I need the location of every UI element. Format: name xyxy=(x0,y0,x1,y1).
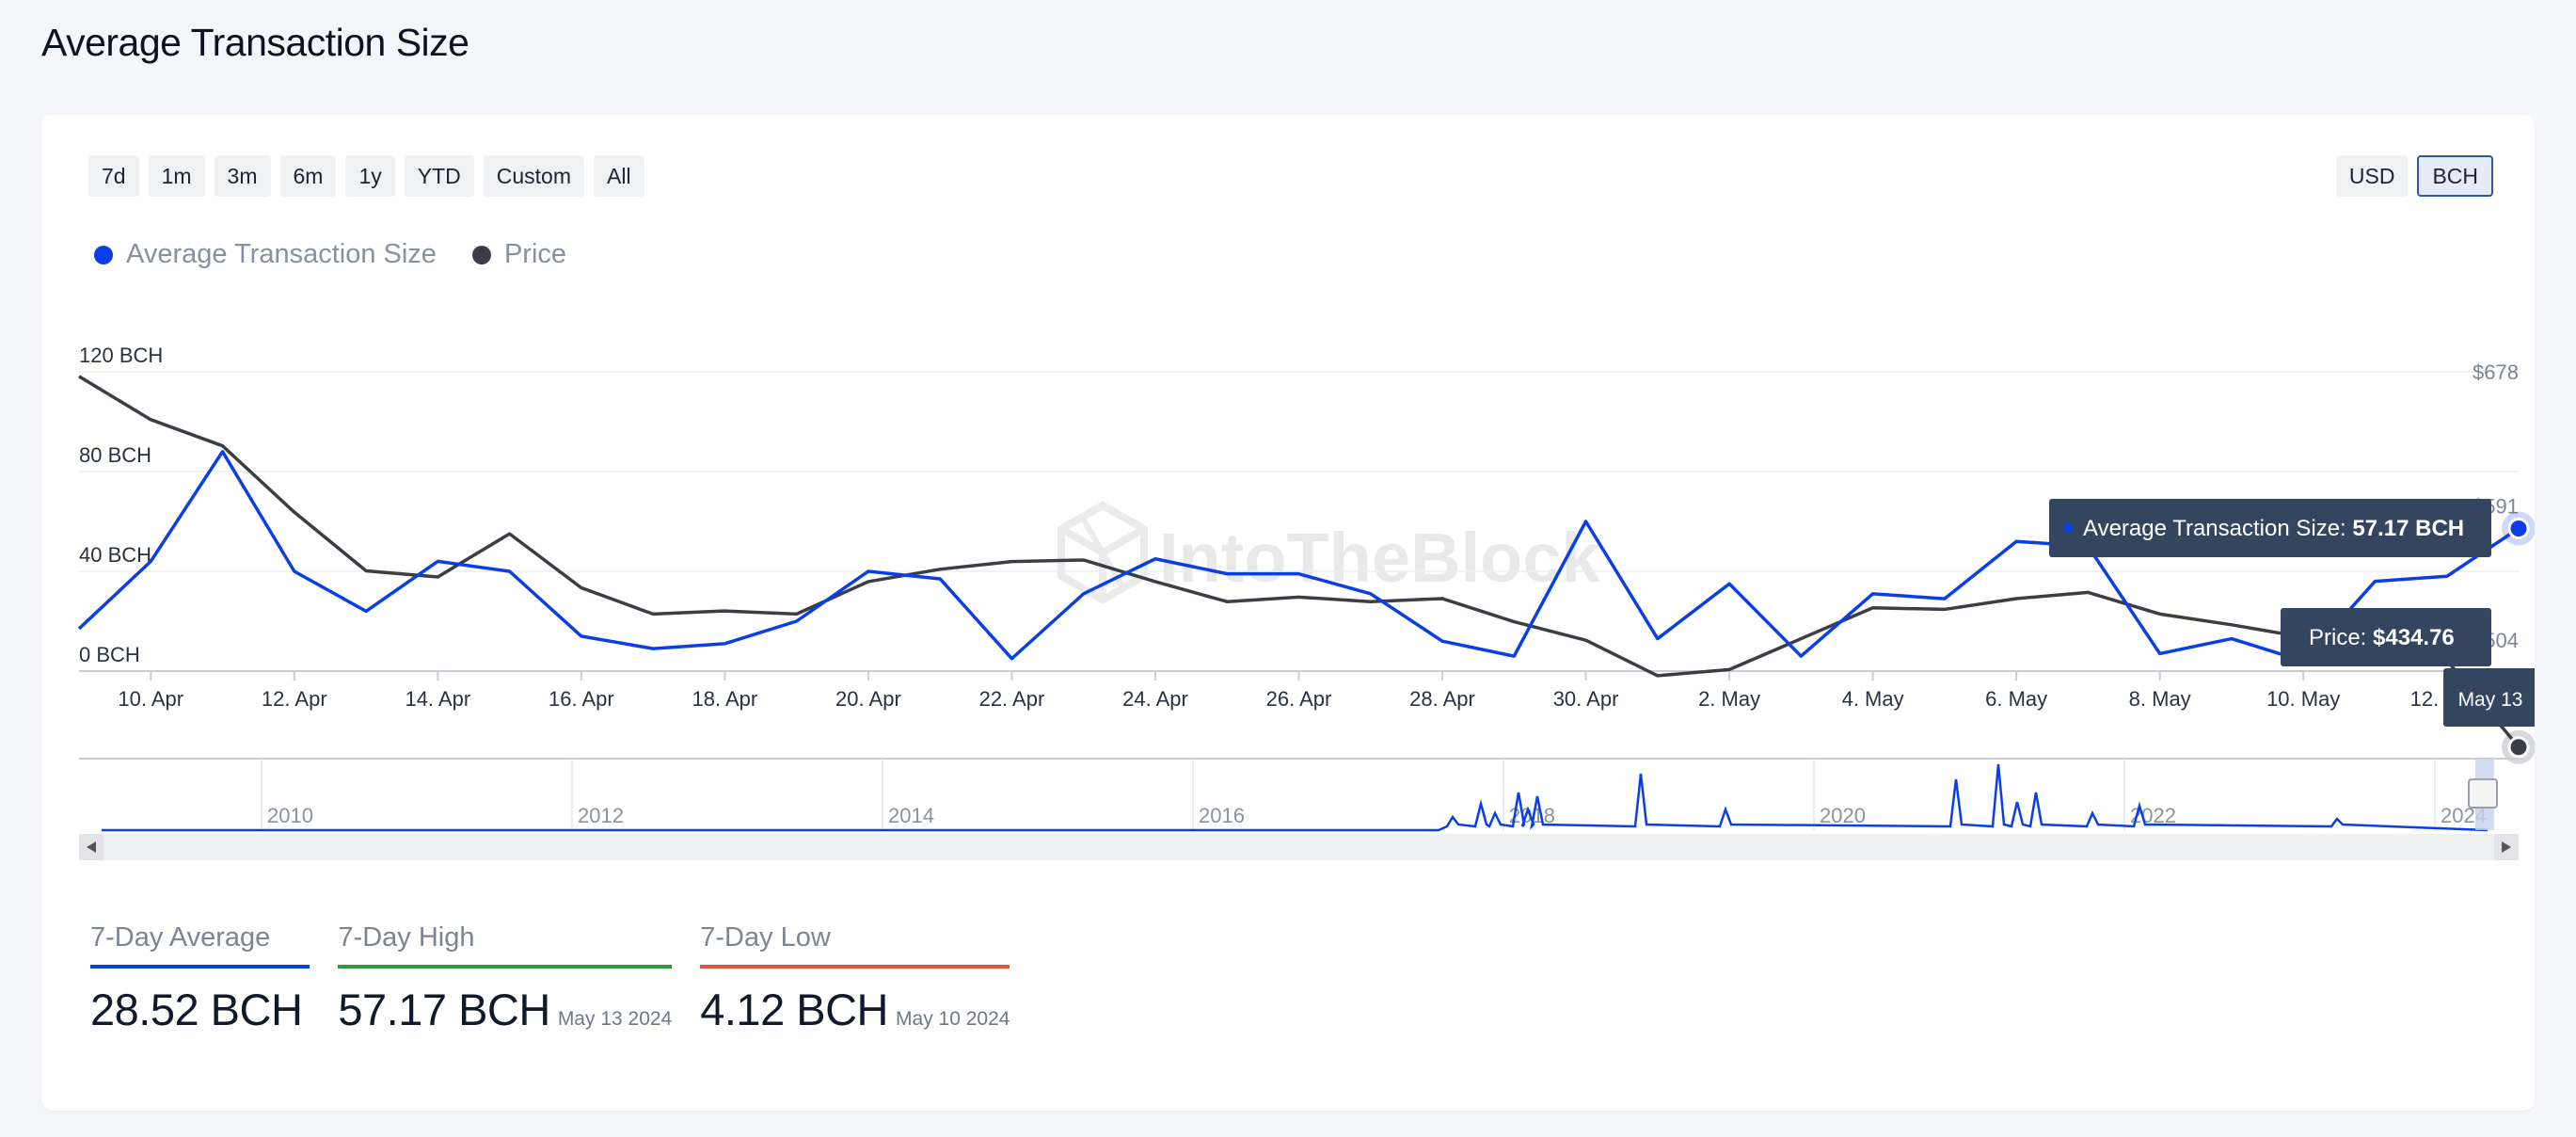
stat-7day-low: 7-Day Low 4.12 BCH May 10 2024 xyxy=(700,922,1010,1035)
legend-label-avg-size: Average Transaction Size xyxy=(126,239,437,269)
stat-underline xyxy=(338,965,673,969)
unit-usd-button[interactable]: USD xyxy=(2335,155,2409,197)
x-tick-label: 10. Apr xyxy=(118,687,183,711)
x-tick-label: 24. Apr xyxy=(1122,687,1188,711)
legend-item-price[interactable]: Price xyxy=(471,239,567,270)
range-6m-button[interactable]: 6m xyxy=(279,155,337,197)
x-tick-label: 30. Apr xyxy=(1553,687,1619,711)
range-custom-button[interactable]: Custom xyxy=(483,155,584,197)
x-tick-label: 18. Apr xyxy=(692,687,758,711)
navigator-history-line xyxy=(102,763,2489,832)
unit-selector: USD BCH xyxy=(2335,155,2493,197)
price-line xyxy=(78,375,2520,748)
x-tick-label: 16. Apr xyxy=(549,687,614,711)
navigator-year-label: 2016 xyxy=(1199,804,1245,827)
x-tick-label: 8. May xyxy=(2129,687,2191,711)
range-selector: 7d 1m 3m 6m 1y YTD Custom All xyxy=(88,155,644,197)
stat-underline xyxy=(90,965,310,969)
stat-date: May 10 2024 xyxy=(896,1008,1010,1030)
x-tick-label: 4. May xyxy=(1842,687,1904,711)
legend-dot-avg-size xyxy=(94,245,113,264)
stat-underline xyxy=(700,965,1010,969)
navigator-year-label: 2020 xyxy=(1820,804,1866,827)
date-tooltip-text: May 13 xyxy=(2458,689,2523,711)
stat-value: 4.12 BCH xyxy=(700,985,889,1034)
chevron-left-icon xyxy=(87,841,96,853)
y-left-tick-label: 80 BCH xyxy=(79,443,151,467)
stat-label: 7-Day High xyxy=(338,922,475,953)
x-tick-label: 26. Apr xyxy=(1266,687,1332,711)
range-3m-button[interactable]: 3m xyxy=(214,155,271,197)
stat-value: 57.17 BCH xyxy=(338,985,550,1034)
price-tooltip-text: Price: $434.76 xyxy=(2309,625,2455,650)
y-left-tick-label: 120 BCH xyxy=(79,344,163,367)
navigator-year-label: 2010 xyxy=(267,804,313,827)
page-title: Average Transaction Size xyxy=(41,21,469,64)
stat-date: May 13 2024 xyxy=(557,1008,673,1030)
chart-card: 7d 1m 3m 6m 1y YTD Custom All USD BCH Av… xyxy=(41,115,2535,1111)
x-tick-label: 6. May xyxy=(1985,687,2047,711)
y-left-tick-label: 40 BCH xyxy=(79,543,151,567)
y-right-tick-label: $678 xyxy=(2473,360,2519,384)
navigator-year-label: 2014 xyxy=(888,804,934,827)
range-all-button[interactable]: All xyxy=(594,155,644,197)
watermark-text: IntoTheBlock xyxy=(1159,519,1601,597)
avg-size-line xyxy=(77,450,2520,664)
legend-item-avg-size[interactable]: Average Transaction Size xyxy=(94,239,437,270)
x-tick-label: 12. Apr xyxy=(262,687,327,711)
x-tick-label: 20. Apr xyxy=(835,687,901,711)
avg-size-tooltip-text: Average Transaction Size: 57.17 BCH xyxy=(2083,516,2464,541)
watermark-logo: IntoTheBlock xyxy=(1057,501,1601,604)
price-tooltip xyxy=(2281,608,2491,666)
stat-7day-high: 7-Day High 57.17 BCH May 13 2024 xyxy=(338,922,673,1035)
chevron-right-icon xyxy=(2502,841,2511,853)
range-1y-button[interactable]: 1y xyxy=(345,155,395,197)
date-tooltip xyxy=(2443,668,2535,727)
x-tick-label: 10. May xyxy=(2266,687,2340,711)
x-tick-label: 22. Apr xyxy=(979,687,1045,711)
stat-7day-average: 7-Day Average 28.52 BCH xyxy=(90,922,310,1035)
range-7d-button[interactable]: 7d xyxy=(88,155,139,197)
grid-lines xyxy=(79,371,2519,681)
navigator-handle xyxy=(2468,778,2498,809)
range-1m-button[interactable]: 1m xyxy=(148,155,205,197)
unit-bch-button[interactable]: BCH xyxy=(2417,155,2493,197)
stat-label: 7-Day Low xyxy=(700,922,831,953)
legend-label-price: Price xyxy=(503,239,567,269)
y-left-tick-label: 0 BCH xyxy=(79,643,140,666)
x-tick-label: 28. Apr xyxy=(1409,687,1475,711)
stat-value: 28.52 BCH xyxy=(90,985,303,1034)
x-tick-label: 14. Apr xyxy=(405,687,470,711)
avg-size-tooltip-dot xyxy=(2063,523,2073,533)
range-ytd-button[interactable]: YTD xyxy=(404,155,474,197)
stats-summary: 7-Day Average 28.52 BCH 7-Day High 57.17… xyxy=(90,922,1010,1035)
avg-size-tooltip xyxy=(2049,499,2491,557)
tooltips: Average Transaction Size: 57.17 BCH Price… xyxy=(2049,499,2535,727)
navigator-scrollbar-track xyxy=(79,834,2519,860)
legend-dot-price xyxy=(471,245,491,264)
avg-size-marker xyxy=(2507,517,2530,539)
price-marker xyxy=(2507,736,2530,759)
stat-label: 7-Day Average xyxy=(90,922,271,953)
navigator-year-label: 2012 xyxy=(578,804,624,827)
x-tick-label: 2. May xyxy=(1698,687,1760,711)
series-lines xyxy=(77,375,2535,764)
range-navigator[interactable]: 2010 2012 2014 2016 2018 2020 2022 2024 xyxy=(79,758,2519,860)
chart-legend: Average Transaction Size Price xyxy=(94,239,566,270)
